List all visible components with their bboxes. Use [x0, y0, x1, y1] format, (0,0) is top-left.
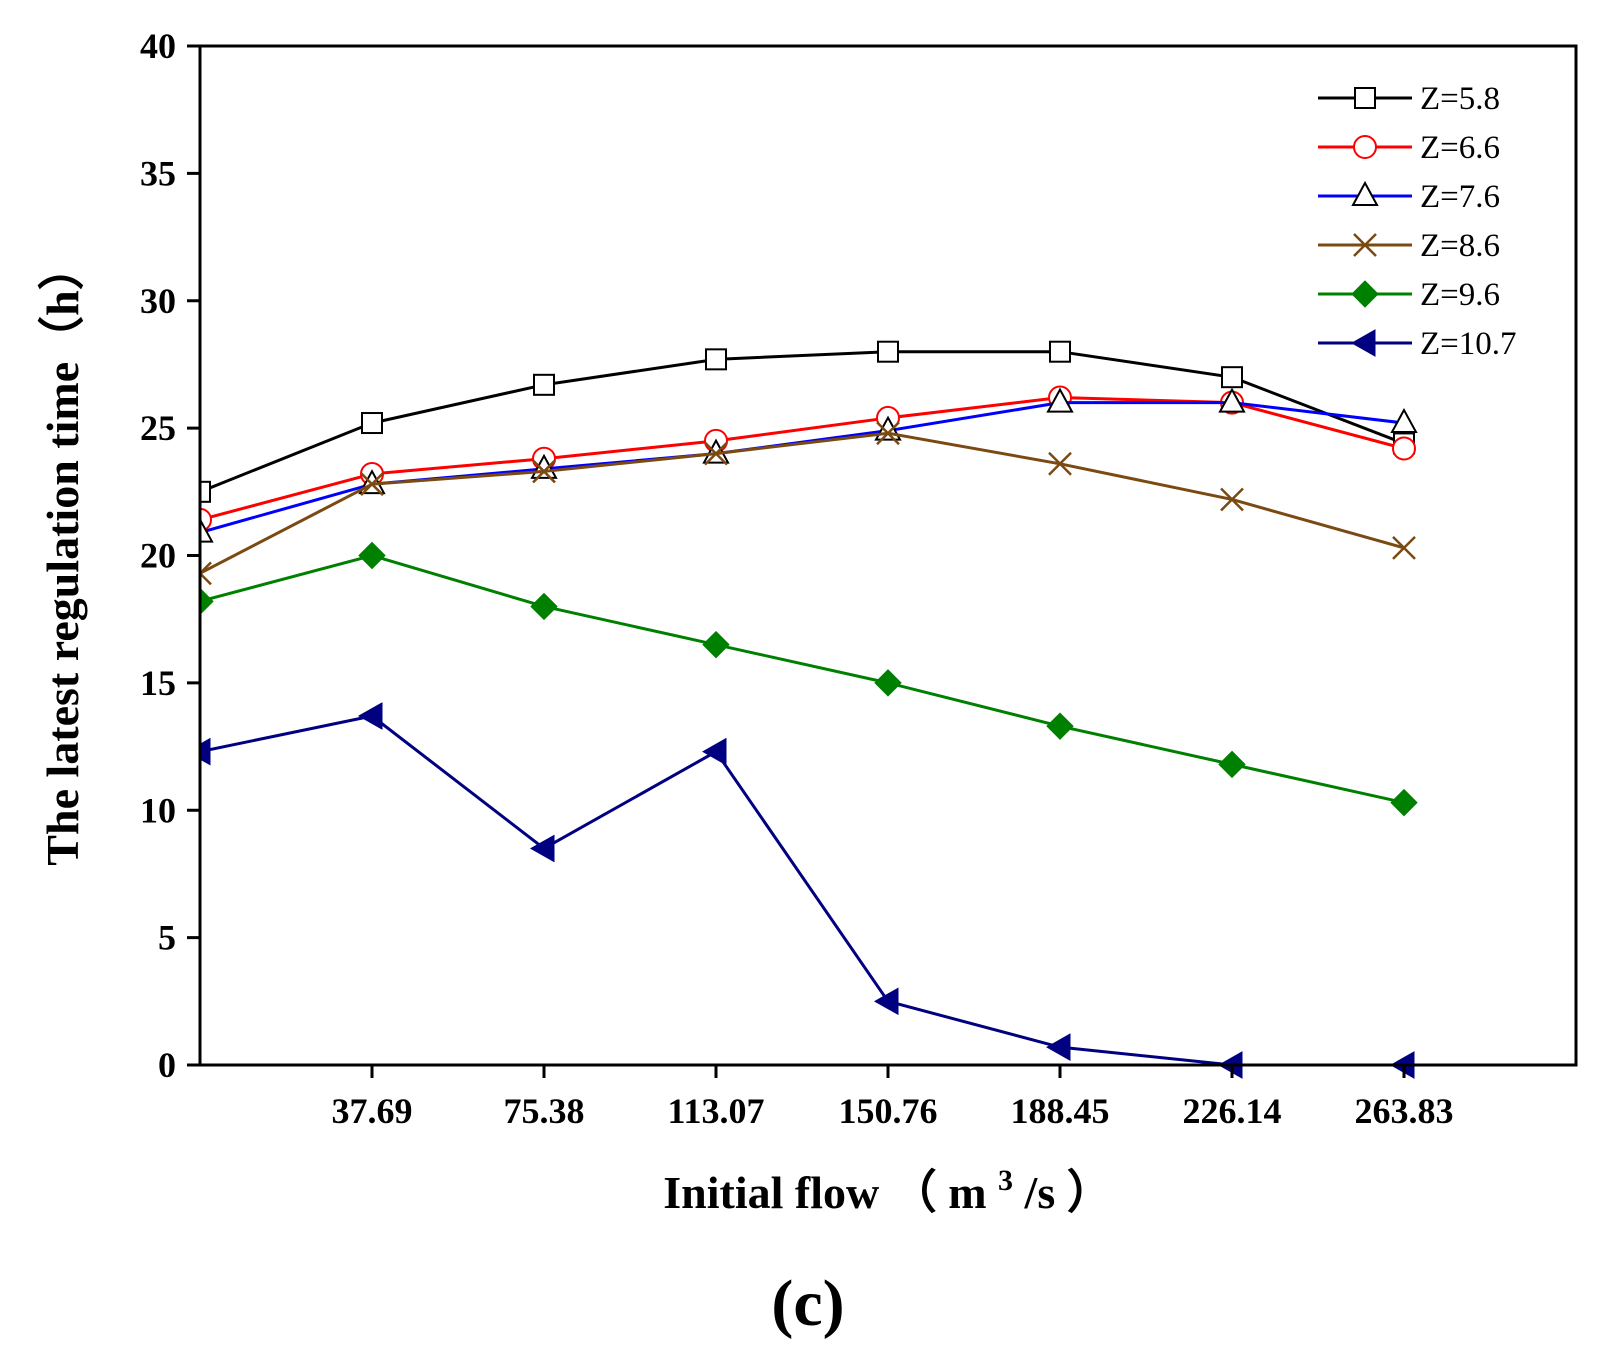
series-Z=9.6: [200, 541, 1418, 817]
data-point: [874, 669, 902, 697]
legend-item: Z=6.6: [1318, 130, 1500, 166]
y-axis-title: The latest regulation time（h）: [37, 244, 88, 865]
data-point: [1218, 750, 1246, 779]
data-point: [1392, 535, 1416, 560]
series-Z=10.7: [200, 702, 1415, 1079]
legend-marker: [1354, 87, 1376, 109]
legend-item: Z=10.7: [1318, 326, 1517, 362]
legend-label: Z=8.6: [1420, 228, 1500, 264]
data-point: [361, 412, 383, 435]
data-point: [1218, 387, 1246, 413]
ticks-layer: 0 5 10 15 20 25 30 35 40 37.69 75.38 113.07 150.76 18…: [140, 26, 1454, 1131]
legend-marker: [1350, 329, 1376, 357]
data-point: [529, 834, 555, 863]
x-axis-title-open: （: [891, 1167, 937, 1218]
x-tick-label: 150.76: [839, 1091, 938, 1131]
series-line: [200, 714, 1404, 1067]
data-point: [1390, 407, 1418, 434]
data-point: [530, 592, 558, 621]
x-axis-title-unit-sup: 3: [998, 1164, 1013, 1197]
legend-item: Z=7.6: [1318, 179, 1500, 215]
data-point: [200, 561, 212, 586]
x-axis-title: Initial flow （ m 3 /s ）: [663, 1149, 1112, 1218]
series-layer: [200, 340, 1418, 1079]
data-point: [357, 702, 383, 730]
data-point: [1045, 1033, 1071, 1062]
data-point: [358, 541, 386, 570]
x-axis-title-unit-base: m: [948, 1167, 986, 1218]
data-point: [1220, 487, 1244, 512]
data-point: [1390, 788, 1418, 817]
x-tick-label: 263.83: [1355, 1091, 1454, 1131]
legend-item: Z=5.8: [1318, 81, 1500, 117]
y-tick-label: 10: [140, 790, 176, 830]
y-tick-label: 30: [140, 281, 176, 321]
data-point: [200, 517, 214, 543]
x-axis-title-main: Initial flow: [663, 1167, 879, 1218]
series-line: [200, 431, 1405, 575]
data-point: [532, 459, 556, 484]
data-point: [1048, 451, 1072, 476]
data-point: [701, 737, 727, 766]
y-tick-label: 5: [158, 918, 176, 958]
data-point: [200, 587, 214, 616]
legend-label: Z=5.8: [1420, 81, 1500, 117]
legend-label: Z=9.6: [1420, 277, 1500, 313]
x-tick-label: 37.69: [332, 1091, 413, 1131]
legend-label: Z=7.6: [1420, 179, 1500, 215]
data-point: [1049, 340, 1071, 363]
data-point: [876, 421, 900, 446]
y-tick-label: 35: [140, 153, 176, 193]
y-tick-label: 0: [158, 1045, 176, 1085]
x-tick-label: 75.38: [504, 1091, 585, 1131]
data-point: [1046, 387, 1074, 413]
data-point: [873, 987, 899, 1016]
data-point: [877, 340, 899, 363]
legend-label: Z=10.7: [1420, 326, 1517, 362]
y-tick-label: 25: [140, 408, 176, 448]
data-point: [360, 472, 384, 497]
y-tick-label: 20: [140, 536, 176, 576]
x-tick-label: 188.45: [1011, 1091, 1110, 1131]
x-tick-label: 113.07: [667, 1091, 764, 1131]
legend-marker: [1353, 233, 1377, 257]
data-point: [200, 480, 211, 503]
x-axis-title-close: ）: [1067, 1167, 1113, 1218]
data-point: [704, 441, 728, 466]
legend-item: Z=8.6: [1318, 228, 1500, 264]
data-point: [1392, 436, 1416, 461]
legend-item: Z=9.6: [1318, 277, 1500, 313]
data-point: [1221, 366, 1243, 389]
x-axis-title-unit-rest: /s: [1024, 1167, 1056, 1218]
legend-marker: [1351, 180, 1379, 206]
y-tick-label: 40: [140, 26, 176, 66]
data-point: [1046, 712, 1074, 740]
legend-label: Z=6.6: [1420, 130, 1500, 166]
series-line: [200, 553, 1405, 805]
data-point: [702, 630, 730, 659]
y-tick-label: 15: [140, 663, 176, 703]
data-point: [200, 737, 211, 766]
data-point: [533, 373, 555, 396]
legend: Z=5.8 Z=6.6 Z=7.6 Z=8.6 Z=9.6 Z=10.7: [1318, 81, 1517, 362]
series-Z=5.8: [200, 340, 1415, 503]
series-Z=8.6: [200, 421, 1416, 586]
series-line: [200, 350, 1405, 494]
legend-marker: [1353, 135, 1377, 159]
legend-marker: [1351, 280, 1379, 308]
data-point: [705, 348, 727, 371]
x-tick-label: 226.14: [1183, 1091, 1282, 1131]
panel-label: (c): [771, 1267, 844, 1340]
